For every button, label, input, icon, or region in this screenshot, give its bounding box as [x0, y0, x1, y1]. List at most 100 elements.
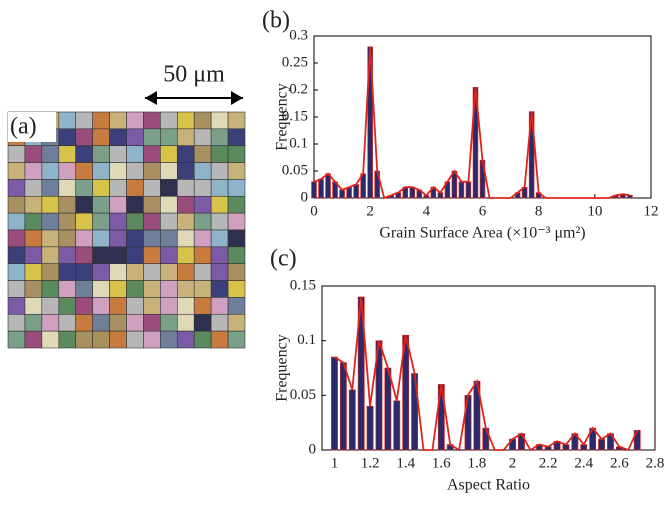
- grain: [210, 195, 229, 214]
- grain: [24, 297, 43, 315]
- x-tick-label: 8: [535, 203, 543, 219]
- x-tick-label: 2.4: [574, 455, 593, 471]
- grain: [160, 313, 178, 332]
- grain: [7, 229, 26, 248]
- grain: [92, 280, 110, 298]
- y-axis-label: Frequency: [274, 334, 291, 402]
- grain: [193, 212, 212, 231]
- x-tick-label: 1.8: [468, 455, 487, 471]
- grain: [160, 162, 178, 180]
- grain: [210, 330, 229, 349]
- bar: [348, 389, 356, 451]
- grain: [143, 313, 161, 332]
- grain: [58, 263, 77, 281]
- grain: [143, 246, 161, 265]
- y-tick-label: 0.05: [282, 162, 308, 178]
- grain: [160, 179, 178, 197]
- grain: [193, 313, 212, 332]
- grain: [193, 195, 212, 214]
- grain: [143, 111, 161, 130]
- grain: [160, 195, 178, 214]
- grain: [75, 212, 93, 231]
- x-tick-label: 1.6: [432, 455, 451, 471]
- grain: [109, 195, 127, 214]
- grain: [210, 162, 229, 180]
- grain: [126, 229, 144, 248]
- grain: [109, 280, 127, 298]
- y-tick-label: 0: [301, 189, 309, 205]
- grain: [227, 313, 246, 332]
- grain: [227, 330, 246, 349]
- grain: [193, 162, 212, 180]
- grain: [160, 246, 178, 265]
- grain: [143, 195, 161, 214]
- grain: [126, 162, 144, 180]
- grain: [75, 297, 93, 315]
- grain: [75, 195, 93, 214]
- grain: [109, 263, 127, 281]
- grain: [126, 280, 144, 298]
- grain: [176, 280, 195, 298]
- grain: [7, 195, 26, 214]
- grain: [126, 212, 144, 231]
- grain: [227, 280, 246, 298]
- grain: [227, 246, 246, 265]
- grain: [193, 246, 212, 265]
- frequency-line: [313, 46, 631, 200]
- grain: [143, 162, 161, 180]
- grain: [193, 128, 212, 147]
- grain: [176, 313, 195, 332]
- grain: [75, 229, 93, 248]
- y-tick-label: 0.05: [290, 387, 316, 403]
- grain: [92, 330, 110, 349]
- grain: [7, 145, 26, 163]
- grain: [58, 297, 77, 315]
- grain: [176, 179, 195, 197]
- grain: [92, 162, 110, 180]
- grain: [24, 212, 43, 231]
- bar: [339, 189, 345, 199]
- grain: [210, 212, 229, 231]
- grain: [176, 111, 195, 130]
- y-tick-label: 0.1: [289, 135, 308, 151]
- grain: [24, 145, 43, 163]
- grain: [58, 145, 77, 163]
- y-tick-label: 0.15: [282, 108, 308, 124]
- grain: [24, 280, 43, 298]
- bar: [339, 362, 347, 451]
- grain: [24, 313, 43, 332]
- grain: [210, 280, 229, 298]
- grain: [109, 145, 127, 163]
- x-tick-label: 4: [423, 203, 431, 219]
- grain: [75, 280, 93, 298]
- grain: [176, 128, 195, 147]
- grain: [160, 128, 178, 147]
- grain: [58, 313, 77, 332]
- grain: [109, 162, 127, 180]
- grain: [41, 297, 60, 315]
- grain: [109, 297, 127, 315]
- grain: [58, 330, 77, 349]
- grain: [210, 246, 229, 265]
- x-tick-label: 2.8: [646, 455, 665, 471]
- x-tick-label: 1.2: [361, 455, 380, 471]
- grain: [7, 179, 26, 197]
- grain: [160, 145, 178, 163]
- bar: [311, 181, 317, 199]
- x-tick-label: 12: [644, 203, 659, 219]
- grain: [210, 145, 229, 163]
- panel-label: (b): [262, 8, 290, 34]
- grain: [227, 128, 246, 147]
- grain: [58, 128, 77, 147]
- grain: [176, 330, 195, 349]
- bar: [325, 173, 331, 199]
- bar: [331, 356, 338, 451]
- grain: [92, 195, 110, 214]
- grain: [24, 195, 43, 214]
- grain: [41, 280, 60, 298]
- grain: [227, 212, 246, 231]
- grain: [176, 212, 195, 231]
- x-axis-label: Aspect Ratio: [447, 477, 530, 494]
- grain: [126, 297, 144, 315]
